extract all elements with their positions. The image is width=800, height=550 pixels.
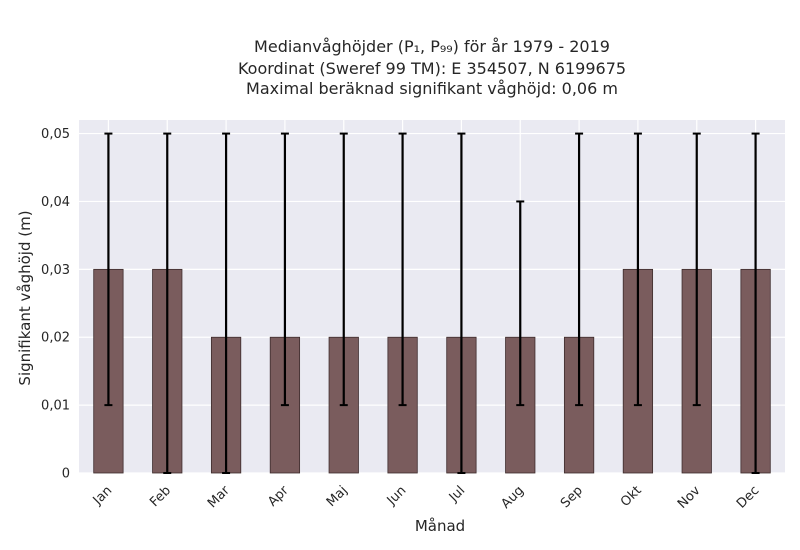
x-tick-label: Nov	[675, 483, 704, 512]
chart-title-line-2: Koordinat (Sweref 99 TM): E 354507, N 61…	[238, 59, 626, 78]
x-tick-label: Okt	[618, 483, 645, 510]
x-axis-ticks: Jan Feb Mar Apr Maj Jun Jul Aug Sep Okt Nov Dec	[90, 483, 763, 512]
x-tick-label: Maj	[324, 483, 351, 510]
chart-title-line-1: Medianvåghöjder (P₁, P₉₉) för år 1979 - …	[254, 37, 610, 56]
error-bar-jun	[398, 132, 407, 407]
y-tick-label: 0,02	[41, 331, 70, 346]
x-tick-label: Dec	[734, 483, 762, 511]
x-tick-label: Mar	[205, 483, 233, 511]
x-tick-label: Jun	[384, 483, 410, 509]
y-tick-label: 0	[62, 467, 70, 482]
error-bar-feb	[163, 132, 172, 474]
x-tick-label: Jan	[90, 483, 115, 508]
y-tick-label: 0,05	[41, 127, 70, 142]
error-bar-dec	[751, 132, 760, 474]
plot-area	[79, 120, 785, 473]
y-tick-label: 0,04	[41, 195, 70, 210]
error-bar-jul	[457, 132, 466, 474]
x-axis-label: Månad	[415, 517, 465, 535]
x-tick-label: Apr	[265, 483, 292, 510]
error-bars	[104, 132, 760, 474]
error-bar-apr	[280, 132, 289, 407]
chart-title-line-3: Maximal beräknad signifikant våghöjd: 0,…	[246, 79, 618, 98]
error-bar-mar	[222, 132, 231, 474]
y-tick-label: 0,01	[41, 399, 70, 414]
error-bar-nov	[692, 132, 701, 407]
error-bar-aug	[516, 200, 525, 407]
y-tick-label: 0,03	[41, 263, 70, 278]
x-tick-label: Feb	[147, 483, 174, 510]
error-bar-sep	[575, 132, 584, 407]
y-axis-label: Signifikant våghöjd (m)	[16, 210, 34, 385]
error-bar-maj	[339, 132, 348, 407]
x-tick-label: Aug	[499, 483, 528, 512]
x-tick-label: Jul	[446, 483, 468, 505]
chart-title: Medianvåghöjder (P₁, P₉₉) för år 1979 - …	[238, 37, 626, 98]
error-bar-jan	[104, 132, 113, 407]
error-bar-okt	[633, 132, 642, 407]
y-axis-ticks: 0 0,01 0,02 0,03 0,04 0,05	[41, 127, 70, 481]
x-tick-label: Sep	[558, 483, 586, 511]
